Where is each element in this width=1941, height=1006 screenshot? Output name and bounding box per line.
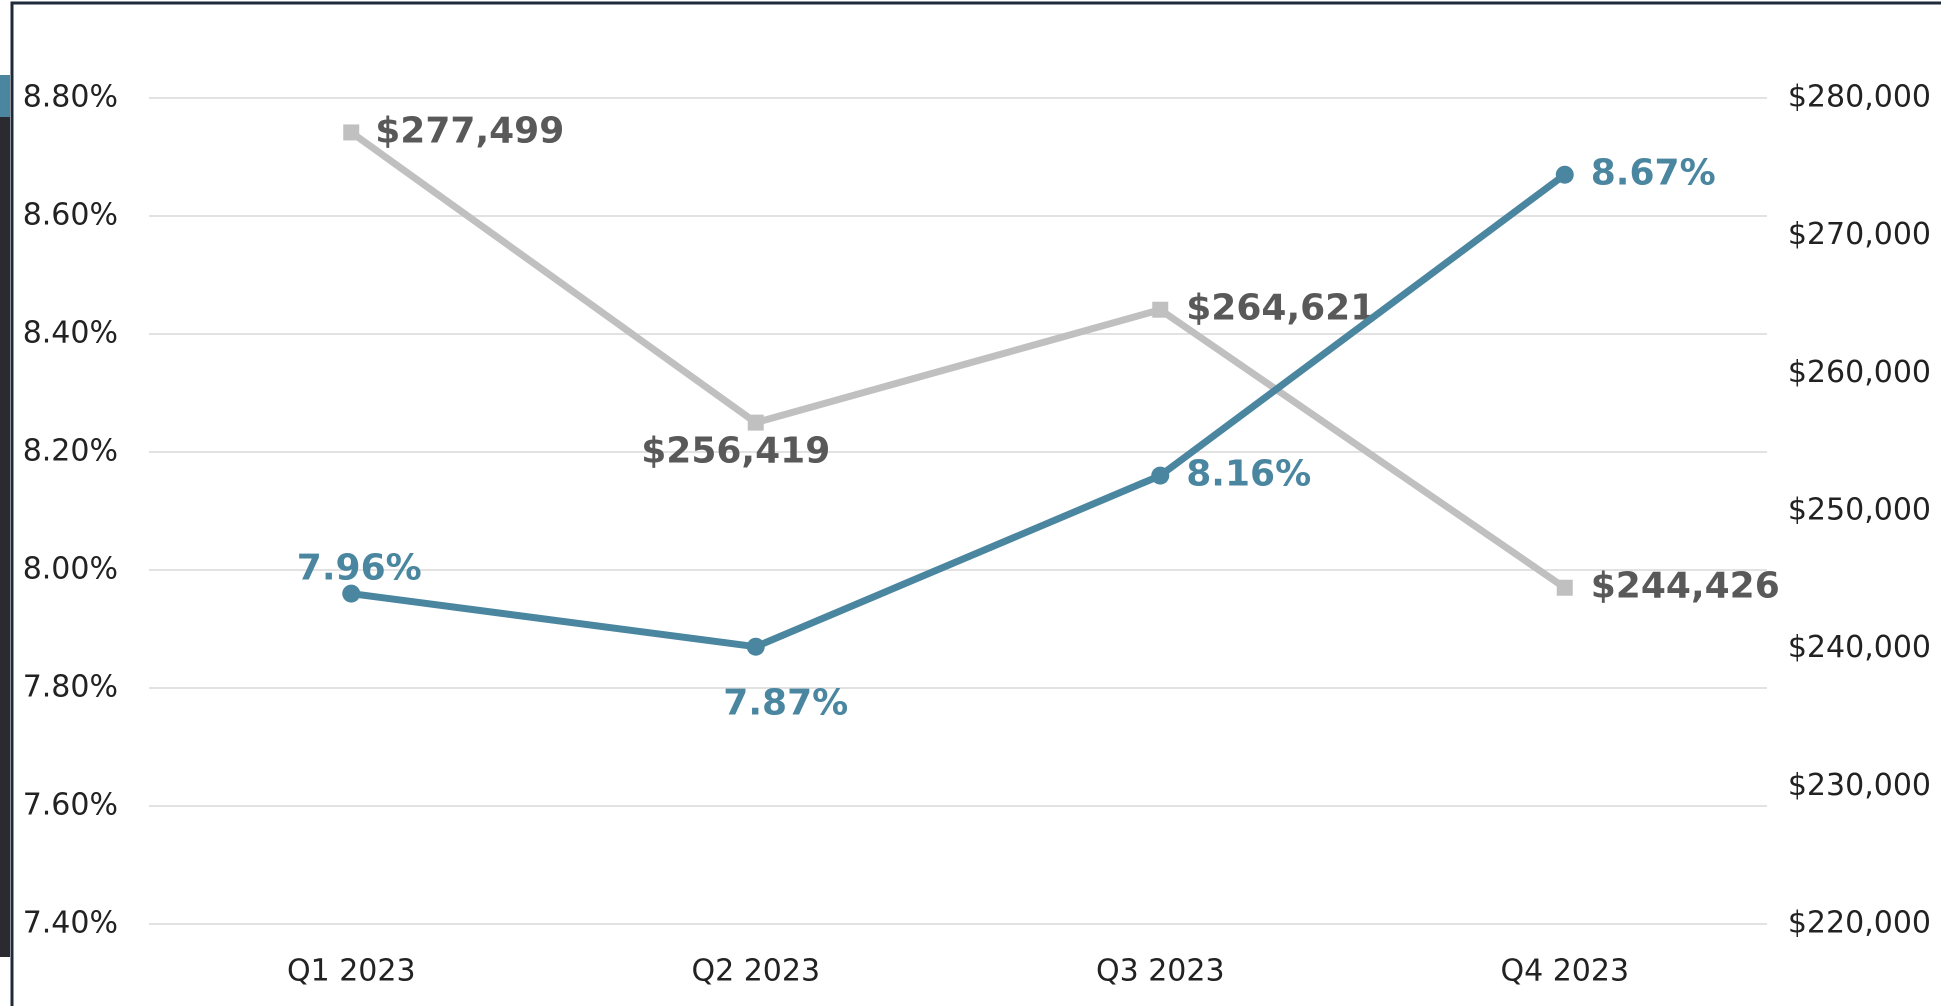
y-tick-label: 8.00% xyxy=(23,552,118,587)
point-marker xyxy=(1555,165,1574,184)
y-tick-label: 7.60% xyxy=(23,788,118,823)
y2-tick-label: $280,000 xyxy=(1788,80,1931,115)
data-label: $264,621 xyxy=(1186,288,1375,329)
y2-tick-label: $260,000 xyxy=(1788,355,1931,390)
frame xyxy=(10,1,1941,1006)
point-marker xyxy=(1152,301,1169,318)
edge-accent xyxy=(0,75,10,117)
data-label: $256,419 xyxy=(641,431,830,472)
x-tick-label: Q2 2023 xyxy=(691,954,820,989)
data-label: 7.87% xyxy=(723,683,848,724)
data-label: $277,499 xyxy=(375,110,564,151)
point-marker xyxy=(342,584,361,603)
series-line xyxy=(350,171,1567,651)
x-tick-label: Q4 2023 xyxy=(1500,954,1629,989)
y2-tick-label: $250,000 xyxy=(1788,493,1931,528)
point-marker xyxy=(1151,466,1170,485)
series-line xyxy=(349,129,1567,591)
x-tick-label: Q3 2023 xyxy=(1096,954,1225,989)
y2-tick-label: $270,000 xyxy=(1788,217,1931,252)
y-tick-label: 8.60% xyxy=(23,198,118,233)
point-marker xyxy=(343,124,360,141)
point-marker xyxy=(1556,579,1573,596)
y-tick-label: 7.40% xyxy=(23,906,118,941)
x-tick-label: Q1 2023 xyxy=(287,954,416,989)
point-marker xyxy=(746,637,765,656)
y-tick-label: 8.40% xyxy=(23,316,118,351)
y2-tick-label: $220,000 xyxy=(1788,906,1931,941)
data-label: 8.16% xyxy=(1186,454,1311,495)
y-tick-label: 8.80% xyxy=(23,80,118,115)
y-tick-label: 7.80% xyxy=(23,670,118,705)
data-label: 8.67% xyxy=(1591,153,1716,194)
y2-tick-label: $230,000 xyxy=(1788,768,1931,803)
y-tick-label: 8.20% xyxy=(23,434,118,469)
data-label: $244,426 xyxy=(1591,566,1780,607)
point-marker xyxy=(747,414,764,431)
y2-tick-label: $240,000 xyxy=(1788,630,1931,665)
data-label: 7.96% xyxy=(297,548,422,589)
edge-strip xyxy=(0,117,10,957)
